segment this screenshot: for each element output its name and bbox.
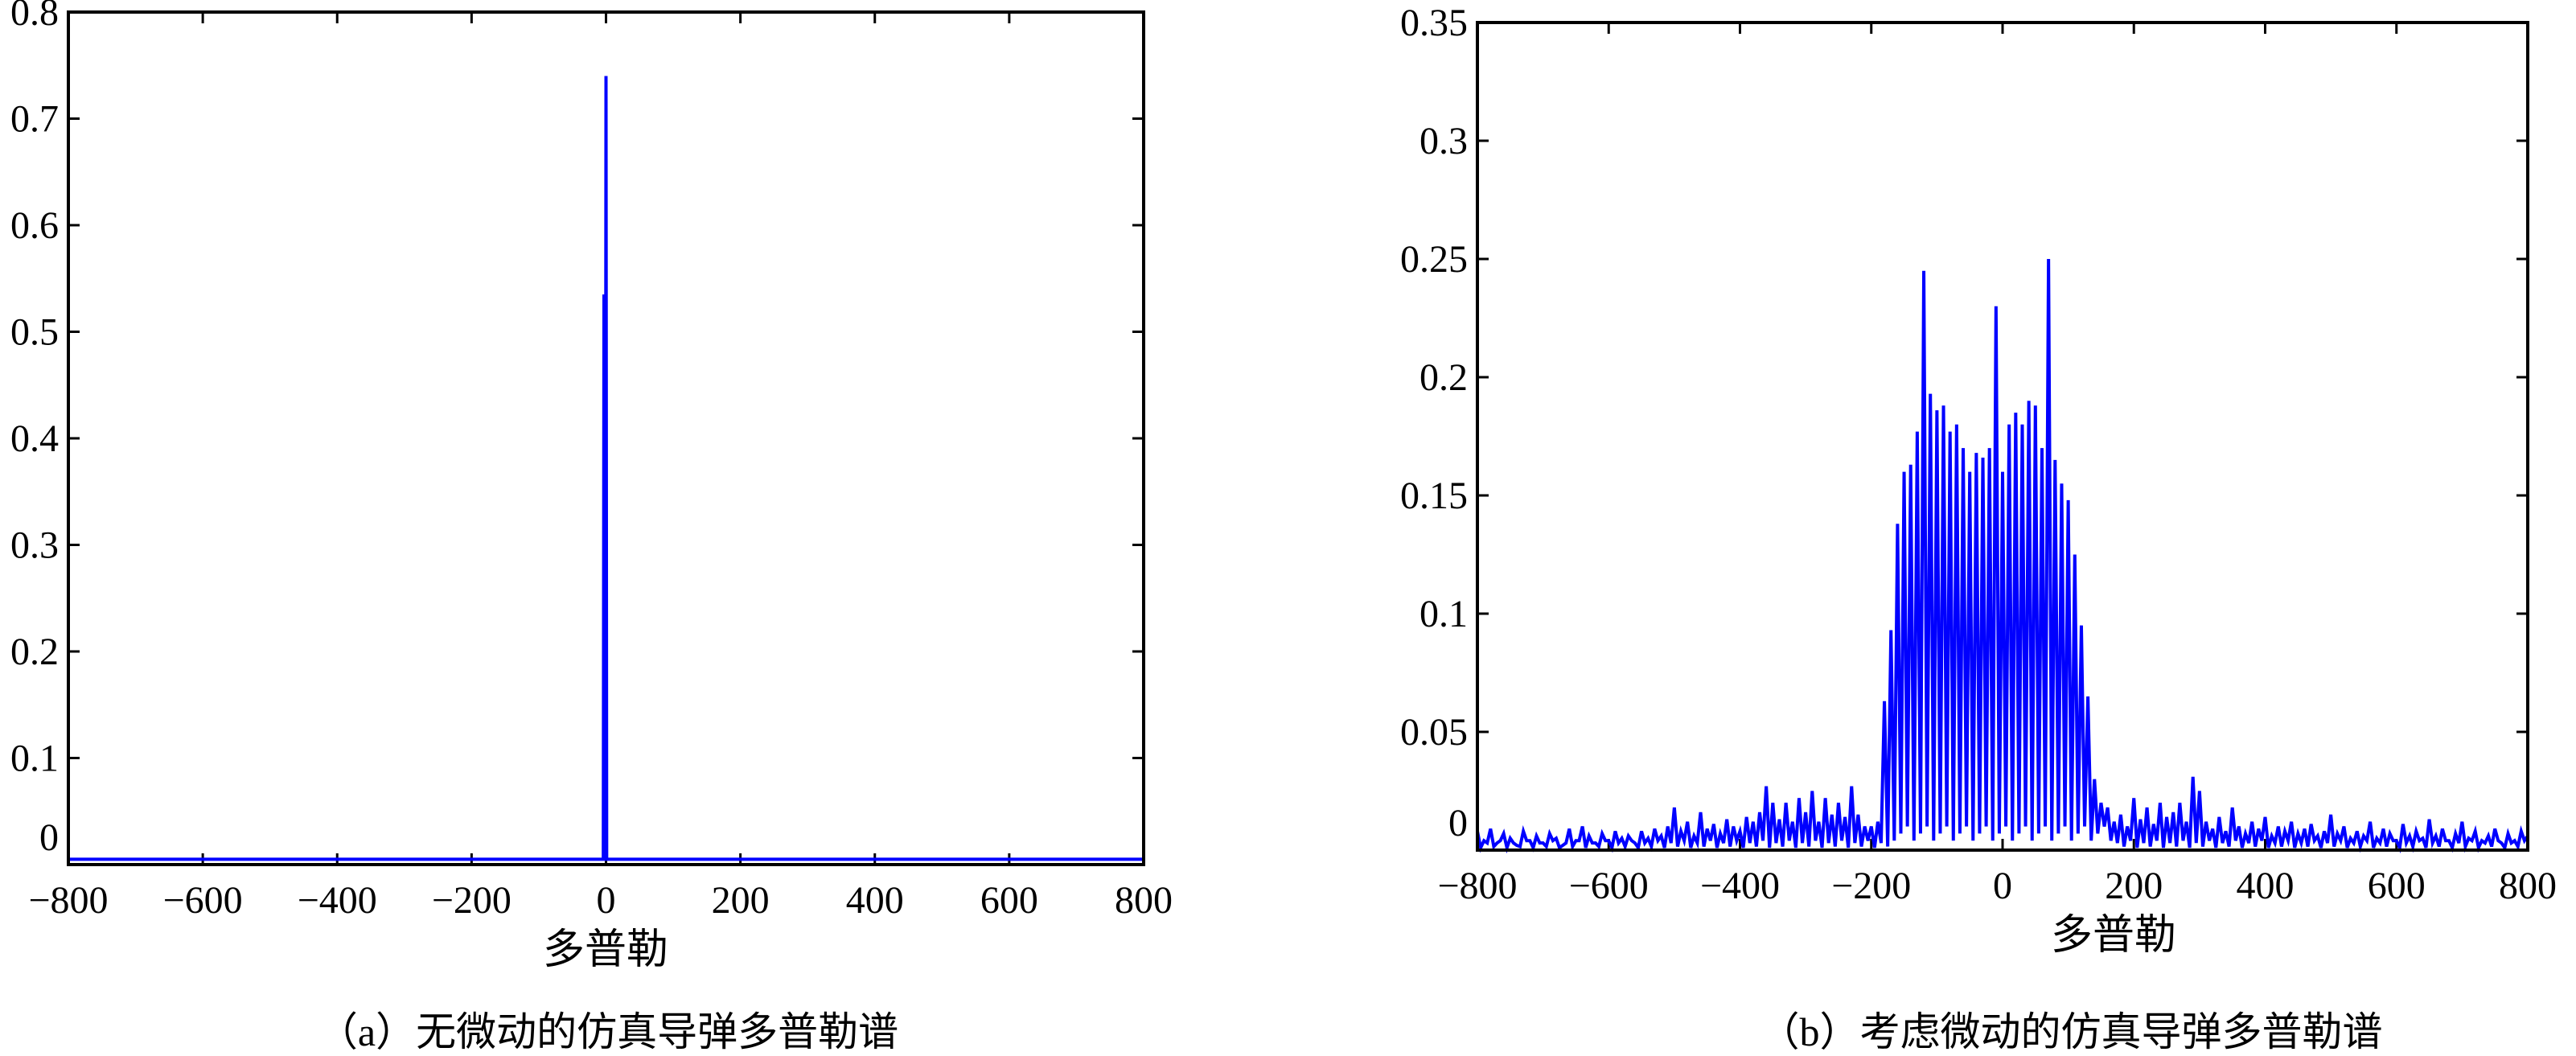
x-tick-label: −200	[432, 879, 512, 922]
y-tick-label: 0.2	[1419, 356, 1468, 399]
x-axis-label: 多普勒	[543, 927, 668, 973]
y-tick-label: 0.8	[10, 0, 59, 34]
x-tick-label: 200	[712, 879, 770, 922]
x-tick-label: 0	[597, 879, 616, 922]
y-tick-label: 0.25	[1400, 238, 1468, 281]
x-tick-label: 400	[2237, 865, 2295, 907]
x-tick-label: −200	[1831, 865, 1911, 907]
y-tick-label: 0.1	[1419, 593, 1468, 635]
y-tick-label: 0.6	[10, 204, 59, 247]
x-tick-label: −400	[298, 879, 377, 922]
y-tick-labels: 0 0.05 0.1 0.15 0.2 0.25 0.3 0.35	[1400, 2, 1468, 844]
y-tick-label: 0	[1448, 802, 1468, 844]
x-tick-labels: −800 −600 −400 −200 0 200 400 600 800	[1437, 865, 2557, 907]
chart-b: −800 −600 −400 −200 0 200 400 600 800 0 0.05 0.1 0.…	[1400, 2, 2557, 1054]
y-tick-label: 0.05	[1400, 711, 1468, 754]
x-tick-label: 0	[1993, 865, 2012, 907]
x-tick-label: 800	[2499, 865, 2557, 907]
y-tick-label: 0.35	[1400, 2, 1468, 44]
caption-b: （b）考虑微动的仿真导弹多普勒谱	[1760, 1009, 2383, 1054]
x-tick-label: 400	[846, 879, 904, 922]
x-tick-label: −400	[1700, 865, 1780, 907]
y-tick-label: 0.5	[10, 311, 59, 354]
axes-frame	[67, 10, 1145, 866]
plot-area	[1477, 23, 2528, 850]
spectrum-line	[1476, 258, 2529, 854]
x-tick-label: −600	[1569, 865, 1649, 907]
chart-a: −800 −600 −400 −200 0 200 400 600 800 0 0.1 0.2 0.3…	[10, 0, 1173, 1054]
y-tick-label: 0	[39, 816, 59, 859]
y-tick-label: 0.4	[10, 417, 59, 460]
y-tick-label: 0.2	[10, 631, 59, 673]
x-tick-label: −800	[28, 879, 108, 922]
axes-frame	[1476, 21, 2529, 852]
series-line	[1476, 258, 2529, 854]
y-tick-labels: 0 0.1 0.2 0.3 0.4 0.5 0.6 0.7 0.8	[10, 0, 59, 859]
x-tick-labels: −800 −600 −400 −200 0 200 400 600 800	[28, 879, 1173, 922]
y-tick-label: 0.7	[10, 98, 59, 141]
x-tick-label: 600	[980, 879, 1038, 922]
caption-a: （a）无微动的仿真导弹多普勒谱	[318, 1009, 898, 1054]
x-tick-label: −800	[1437, 865, 1517, 907]
series-line	[68, 76, 1144, 861]
y-tick-label: 0.3	[10, 524, 59, 567]
x-tick-label: 800	[1115, 879, 1173, 922]
y-tick-label: 0.3	[1419, 120, 1468, 162]
spectrum-line	[68, 76, 1144, 861]
x-axis-label: 多普勒	[2051, 913, 2176, 959]
x-tick-label: 600	[2368, 865, 2426, 907]
y-tick-label: 0.1	[10, 738, 59, 780]
x-tick-label: −600	[163, 879, 243, 922]
x-tick-label: 200	[2105, 865, 2163, 907]
y-tick-label: 0.15	[1400, 475, 1468, 517]
